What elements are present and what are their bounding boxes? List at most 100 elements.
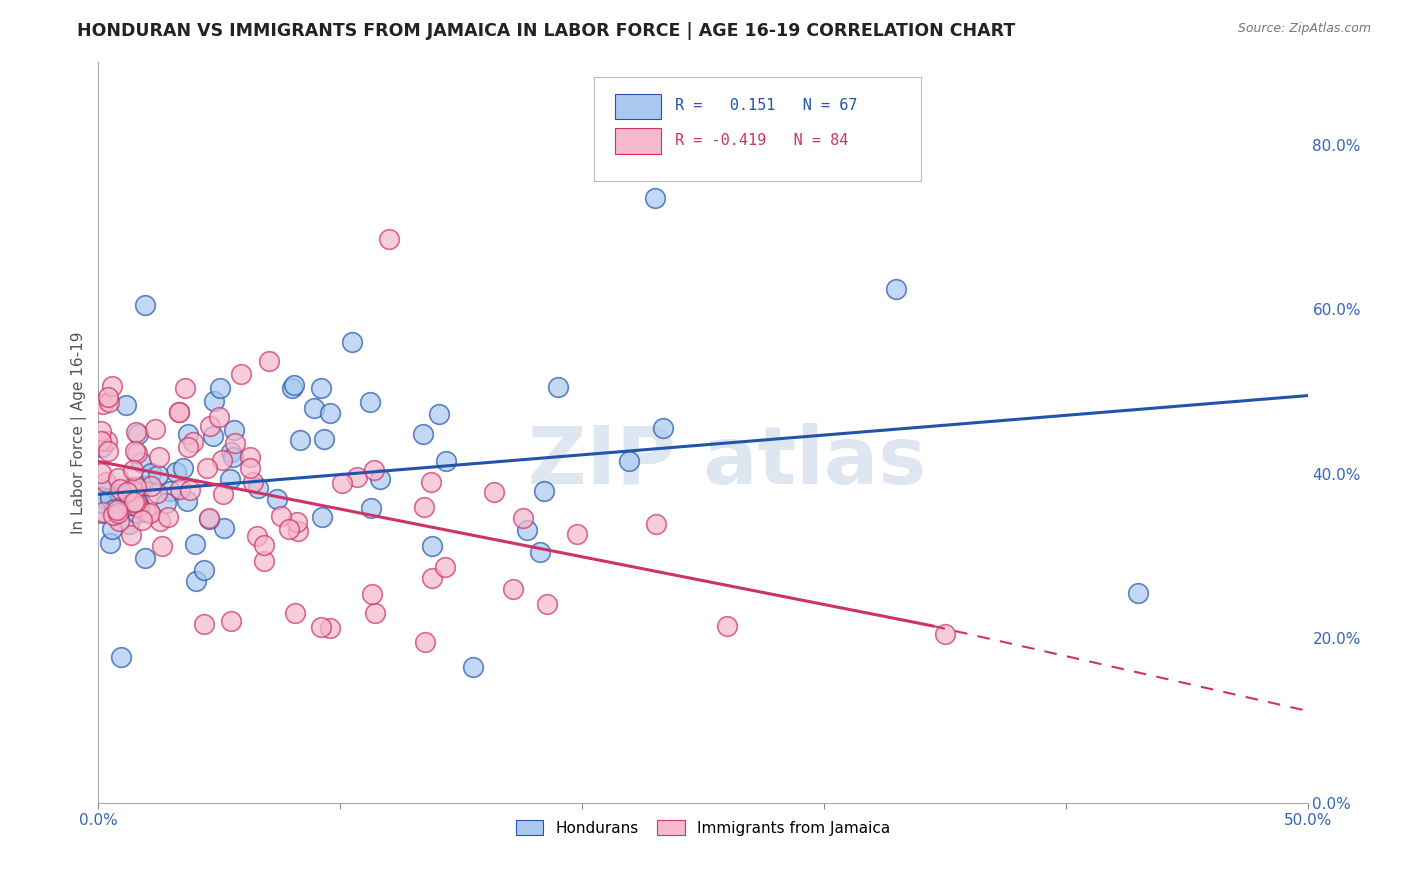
Point	[125, 480, 148, 494]
FancyBboxPatch shape	[595, 78, 921, 181]
Point	[284, 606, 307, 620]
Point	[221, 450, 243, 464]
Bar	[614, 128, 661, 153]
Point	[103, 502, 125, 516]
Point	[174, 381, 197, 395]
Point	[127, 446, 149, 460]
Point	[516, 523, 538, 537]
Point	[167, 405, 190, 419]
Point	[90, 440, 112, 454]
Point	[202, 428, 225, 442]
Point	[97, 390, 120, 404]
Point	[257, 354, 280, 368]
Text: Source: ZipAtlas.com: Source: ZipAtlas.com	[1237, 22, 1371, 36]
Point	[536, 597, 558, 611]
Point	[100, 522, 122, 536]
Point	[97, 443, 120, 458]
Point	[533, 483, 555, 498]
Point	[277, 522, 299, 536]
Point	[280, 381, 302, 395]
Point	[193, 616, 215, 631]
Point	[484, 484, 506, 499]
Point	[115, 398, 138, 412]
Point	[318, 621, 340, 635]
Point	[364, 607, 387, 621]
Point	[302, 401, 325, 415]
Point	[214, 521, 236, 535]
Point	[155, 496, 177, 510]
Point	[103, 508, 125, 522]
Point	[181, 435, 204, 450]
Point	[319, 406, 342, 420]
Point	[127, 500, 149, 514]
Point	[149, 514, 172, 528]
Point	[359, 394, 381, 409]
Point	[115, 498, 138, 512]
Point	[311, 620, 333, 634]
Point	[363, 463, 385, 477]
Point	[529, 545, 551, 559]
Point	[108, 515, 131, 529]
Point	[420, 571, 443, 585]
Point	[90, 506, 112, 520]
Point	[370, 472, 392, 486]
Point	[193, 563, 215, 577]
Text: ZIP atlas: ZIP atlas	[529, 423, 927, 501]
Point	[247, 481, 270, 495]
Point	[433, 559, 456, 574]
Point	[219, 472, 242, 486]
Point	[716, 619, 738, 633]
Point	[125, 495, 148, 509]
Point	[125, 493, 148, 508]
Point	[124, 483, 146, 498]
Text: HONDURAN VS IMMIGRANTS FROM JAMAICA IN LABOR FORCE | AGE 16-19 CORRELATION CHART: HONDURAN VS IMMIGRANTS FROM JAMAICA IN L…	[77, 22, 1015, 40]
Point	[245, 529, 267, 543]
Point	[111, 498, 134, 512]
Point	[90, 482, 112, 496]
Point	[141, 466, 163, 480]
Point	[107, 506, 129, 520]
Point	[420, 539, 443, 553]
Point	[134, 551, 156, 566]
Point	[91, 496, 114, 510]
Point	[90, 466, 112, 480]
Point	[688, 117, 710, 131]
Point	[361, 587, 384, 601]
Point	[211, 453, 233, 467]
Point	[179, 483, 201, 497]
Point	[198, 512, 221, 526]
Point	[124, 443, 146, 458]
Point	[138, 506, 160, 520]
Point	[90, 491, 112, 505]
Point	[115, 485, 138, 500]
Point	[128, 500, 150, 514]
Point	[125, 425, 148, 439]
Point	[132, 478, 155, 492]
Point	[121, 462, 143, 476]
Point	[651, 421, 673, 435]
Point	[202, 394, 225, 409]
Point	[127, 507, 149, 521]
Point	[212, 487, 235, 501]
Text: R =   0.151   N = 67: R = 0.151 N = 67	[675, 98, 858, 113]
Point	[176, 426, 198, 441]
Point	[135, 505, 157, 519]
Point	[360, 500, 382, 515]
Point	[110, 649, 132, 664]
Point	[309, 381, 332, 395]
Point	[239, 450, 262, 465]
Point	[266, 491, 288, 506]
Point	[209, 381, 232, 395]
Point	[165, 465, 187, 479]
Point	[224, 436, 246, 450]
Point	[146, 486, 169, 500]
Point	[311, 510, 333, 524]
Text: R = -0.419   N = 84: R = -0.419 N = 84	[675, 133, 849, 148]
Point	[121, 479, 143, 493]
Point	[547, 380, 569, 394]
Point	[200, 419, 222, 434]
Point	[427, 407, 450, 421]
Point	[377, 232, 399, 246]
Point	[120, 528, 142, 542]
Point	[146, 467, 169, 482]
